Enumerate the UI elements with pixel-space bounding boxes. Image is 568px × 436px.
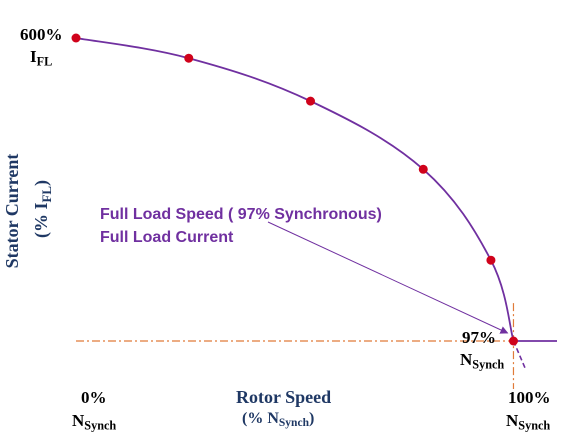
point-label-symbol: NSynch — [460, 350, 505, 372]
point-label: 97% NSynch — [460, 328, 505, 372]
y-tick-symbol: IFL — [30, 47, 53, 69]
x-tick-right-value: 100% — [508, 388, 551, 407]
point-label-value: 97% — [462, 328, 496, 347]
x-tick-label-right: 100% NSynch — [506, 389, 551, 432]
y-axis-title: Stator Current — [1, 151, 23, 271]
reference-lines — [76, 303, 515, 389]
series-line — [75, 37, 557, 342]
x-axis-title: Rotor Speed — [236, 387, 332, 407]
y-tick-label-top: 600% IFL — [20, 26, 63, 68]
markers-group — [71, 33, 518, 346]
x-tick-left-value: 0% — [81, 388, 107, 407]
x-tick-label-left: 0% NSynch — [72, 389, 116, 432]
series-dashed-extension — [512, 340, 527, 371]
data-point-3 — [418, 164, 428, 174]
data-point-1 — [184, 53, 194, 63]
annotation-line-2: Full Load Current — [100, 229, 234, 246]
data-point-5 — [508, 336, 518, 346]
series-group — [75, 37, 557, 371]
y-axis-title-text: Stator Current — [2, 153, 22, 269]
annotation-arrow — [267, 221, 509, 334]
y-tick-value: 600% — [20, 25, 63, 44]
data-point-4 — [486, 255, 496, 265]
annotation-arrow-group — [267, 221, 509, 334]
x-tick-left-symbol: NSynch — [72, 411, 117, 433]
annotation-line-1: Full Load Speed ( 97% Synchronous) — [100, 206, 382, 223]
x-axis-unit: (% NSynch) — [242, 410, 315, 430]
x-tick-right-symbol: NSynch — [506, 411, 551, 433]
data-point-2 — [306, 96, 316, 106]
y-axis-unit-text: (% IFL) — [31, 179, 54, 239]
data-point-0 — [71, 33, 81, 43]
y-axis-unit: (% IFL) — [31, 169, 54, 249]
